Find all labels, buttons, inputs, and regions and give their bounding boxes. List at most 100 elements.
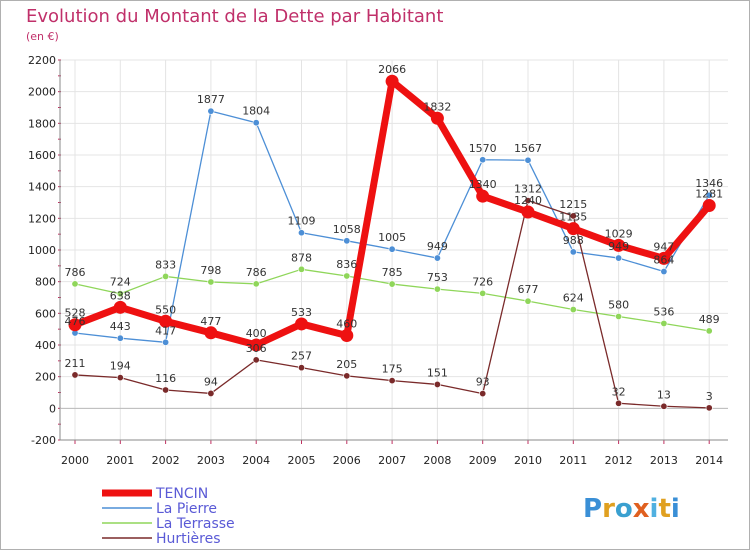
- data-point: [343, 372, 351, 380]
- data-point: [159, 314, 173, 328]
- data-point: [113, 300, 127, 314]
- data-point: [252, 280, 260, 288]
- data-label: 533: [291, 306, 312, 319]
- data-point: [524, 156, 532, 164]
- data-label: 443: [110, 320, 131, 333]
- data-point: [524, 197, 532, 205]
- y-tick-label: 600: [35, 307, 56, 320]
- data-point: [207, 389, 215, 397]
- data-point: [162, 386, 170, 394]
- data-point: [388, 280, 396, 288]
- data-point: [207, 107, 215, 115]
- y-tick-label: 200: [35, 371, 56, 384]
- data-label: 1240: [514, 194, 542, 207]
- legend-label-1: La Pierre: [156, 501, 217, 517]
- data-point: [524, 297, 532, 305]
- data-label: 1109: [288, 215, 316, 228]
- data-label: 550: [155, 303, 176, 316]
- y-tick-label: 1600: [28, 149, 56, 162]
- data-label: 1832: [423, 100, 451, 113]
- data-point: [71, 280, 79, 288]
- data-point: [71, 371, 79, 379]
- x-tick-label: 2003: [197, 454, 225, 467]
- data-label: 949: [608, 240, 629, 253]
- data-label: 205: [336, 358, 357, 371]
- data-label: 93: [476, 376, 490, 389]
- data-point: [566, 222, 580, 236]
- data-label: 798: [200, 264, 221, 277]
- axes: -200 0 200 400 600 800 1000 1200 1400 1600 1800 200…: [28, 54, 728, 467]
- data-label: 151: [427, 366, 448, 379]
- data-label: 1215: [559, 198, 587, 211]
- x-tick-label: 2000: [61, 454, 89, 467]
- data-point: [705, 191, 713, 199]
- data-point: [297, 229, 305, 237]
- data-point: [660, 319, 668, 327]
- series-lines: [68, 74, 716, 412]
- data-point: [657, 251, 671, 265]
- data-label: 477: [200, 315, 221, 328]
- data-label: 1804: [242, 105, 270, 118]
- data-label: 1312: [514, 183, 542, 196]
- data-point: [433, 285, 441, 293]
- data-point: [705, 327, 713, 335]
- y-tick-label: 1000: [28, 244, 56, 257]
- data-label: 306: [246, 342, 267, 355]
- data-point: [569, 212, 577, 220]
- data-label: 536: [653, 305, 674, 318]
- data-point: [660, 268, 668, 276]
- x-tick-label: 2005: [288, 454, 316, 467]
- data-point: [162, 338, 170, 346]
- data-label: 1340: [469, 178, 497, 191]
- data-label: 949: [427, 240, 448, 253]
- data-point: [705, 404, 713, 412]
- data-label: 94: [204, 375, 218, 388]
- data-point: [612, 238, 626, 252]
- y-tick-label: 800: [35, 276, 56, 289]
- data-label: 3: [706, 390, 713, 403]
- data-point: [521, 205, 535, 219]
- data-point: [569, 248, 577, 256]
- data-label: 724: [110, 276, 131, 289]
- y-tick-label: 0: [49, 402, 56, 415]
- data-point: [430, 111, 444, 125]
- data-label: 489: [699, 313, 720, 326]
- data-point: [388, 377, 396, 385]
- data-point: [385, 74, 399, 88]
- data-point: [249, 338, 263, 352]
- x-tick-label: 2010: [514, 454, 542, 467]
- data-label: 677: [518, 283, 539, 296]
- data-point: [252, 356, 260, 364]
- data-label: 1570: [469, 142, 497, 155]
- data-label: 32: [612, 385, 626, 398]
- data-point: [702, 199, 716, 213]
- chart-subtitle: (en €): [26, 30, 59, 43]
- data-point: [295, 317, 308, 331]
- data-label: 785: [382, 266, 403, 279]
- data-point: [660, 402, 668, 410]
- y-tick-label: 2200: [28, 54, 56, 67]
- data-point: [252, 119, 260, 127]
- y-tick-label: 1400: [28, 181, 56, 194]
- data-label: 1877: [197, 93, 225, 106]
- x-tick-label: 2012: [605, 454, 633, 467]
- data-label: 1567: [514, 142, 542, 155]
- data-label: 878: [291, 251, 312, 264]
- data-label: 833: [155, 258, 176, 271]
- x-tick-label: 2006: [333, 454, 361, 467]
- data-point: [297, 265, 305, 273]
- y-tick-label: 400: [35, 339, 56, 352]
- data-label: 417: [155, 324, 176, 337]
- data-point: [343, 272, 351, 280]
- legend-label-2: La Terrasse: [156, 516, 235, 532]
- data-label: 1029: [605, 227, 633, 240]
- data-label: 786: [65, 266, 86, 279]
- data-label: 624: [563, 292, 584, 305]
- data-point: [479, 390, 487, 398]
- data-label: 194: [110, 360, 131, 373]
- data-label: 1005: [378, 231, 406, 244]
- data-label: 175: [382, 363, 403, 376]
- data-label: 460: [336, 318, 357, 331]
